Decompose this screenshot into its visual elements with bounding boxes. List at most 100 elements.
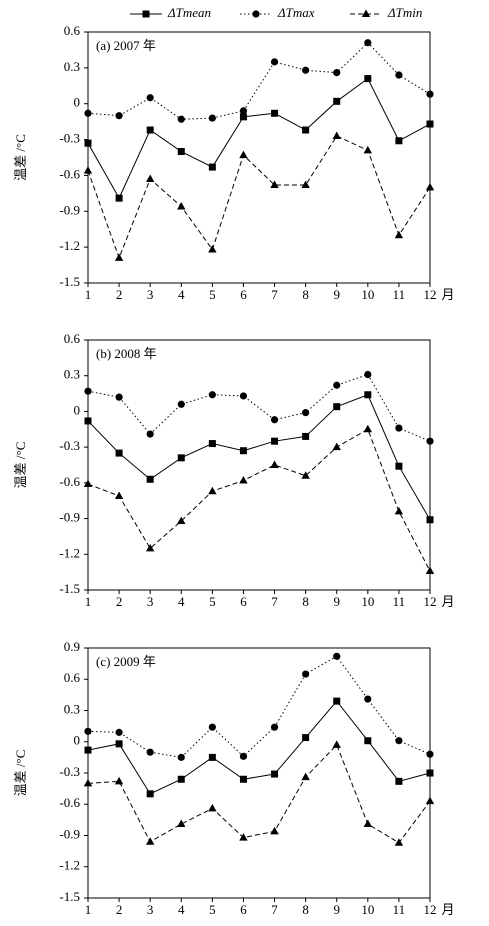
marker-square — [395, 137, 403, 145]
y-tick-label: -0.3 — [59, 764, 80, 779]
marker-square — [426, 516, 434, 524]
marker-square — [208, 753, 216, 761]
x-tick-label: 12 — [424, 594, 437, 609]
marker-square — [115, 194, 123, 202]
y-tick-label: -0.6 — [59, 166, 80, 181]
y-tick-label: 0 — [74, 402, 81, 417]
marker-square — [302, 432, 310, 440]
panel-title: (a) 2007 年 — [96, 38, 156, 53]
marker-square — [177, 775, 185, 783]
y-tick-label: -0.9 — [59, 826, 80, 841]
x-tick-label: 2 — [116, 902, 123, 917]
x-axis-label: 月 — [441, 287, 454, 302]
marker-circle — [177, 400, 185, 408]
marker-triangle — [363, 145, 373, 154]
y-tick-label: -1.5 — [59, 889, 80, 904]
marker-square — [208, 440, 216, 448]
marker-triangle — [270, 180, 279, 188]
marker-square — [84, 417, 92, 425]
marker-circle — [115, 728, 123, 736]
marker-circle — [177, 753, 185, 761]
series-line — [87, 135, 431, 260]
marker-square — [239, 447, 247, 455]
marker-triangle — [177, 819, 186, 828]
marker-circle — [302, 670, 310, 678]
marker-square — [364, 391, 372, 399]
marker-triangle — [83, 166, 93, 174]
y-axis-label: 温差 /°C — [13, 442, 28, 489]
marker-circle — [115, 393, 123, 401]
marker-circle — [146, 430, 154, 438]
series-line — [87, 394, 431, 521]
y-tick-label: -0.6 — [59, 795, 80, 810]
marker-circle — [252, 10, 260, 18]
marker-square — [177, 148, 185, 156]
x-tick-label: 12 — [424, 902, 437, 917]
marker-square — [84, 139, 92, 147]
marker-circle — [364, 370, 372, 379]
plot-frame — [87, 31, 431, 284]
series-line — [87, 373, 431, 442]
marker-triangle — [114, 253, 124, 261]
marker-square — [271, 437, 279, 445]
marker-circle — [364, 695, 372, 703]
x-tick-label: 7 — [271, 902, 278, 917]
x-axis-label: 月 — [441, 594, 454, 609]
x-tick-label: 5 — [209, 287, 216, 302]
marker-square — [271, 770, 279, 778]
marker-circle — [302, 409, 310, 417]
marker-square — [333, 403, 341, 411]
marker-circle — [84, 387, 92, 395]
marker-circle — [270, 723, 279, 731]
marker-triangle — [145, 174, 155, 183]
panel-title: (b) 2008 年 — [96, 346, 157, 361]
x-tick-label: 9 — [333, 287, 340, 302]
marker-triangle — [114, 776, 124, 785]
x-tick-label: 8 — [302, 902, 309, 917]
marker-circle — [270, 416, 279, 424]
y-tick-label: 0 — [74, 733, 81, 748]
marker-circle — [84, 109, 92, 117]
x-tick-label: 5 — [209, 902, 216, 917]
y-tick-label: -1.2 — [59, 545, 80, 560]
x-axis-label: 月 — [441, 902, 454, 917]
marker-circle — [239, 107, 248, 115]
marker-triangle — [332, 131, 341, 139]
x-tick-label: 6 — [240, 594, 247, 609]
x-tick-label: 3 — [147, 594, 154, 609]
y-tick-label: 0.3 — [64, 701, 80, 716]
y-tick-label: -1.5 — [59, 274, 80, 289]
x-tick-label: 6 — [240, 287, 247, 302]
marker-square — [333, 697, 341, 705]
y-tick-label: -0.3 — [59, 438, 80, 453]
marker-square — [146, 475, 154, 483]
x-tick-label: 4 — [178, 287, 185, 302]
marker-circle — [239, 752, 248, 760]
x-tick-label: 3 — [147, 902, 154, 917]
marker-circle — [270, 58, 279, 66]
marker-circle — [333, 69, 341, 77]
marker-circle — [395, 71, 403, 79]
marker-triangle — [114, 491, 124, 499]
marker-square — [426, 769, 434, 777]
marker-circle — [426, 437, 434, 445]
x-tick-label: 1 — [85, 594, 92, 609]
y-tick-label: -0.9 — [59, 202, 80, 217]
marker-triangle — [208, 803, 217, 812]
marker-circle — [333, 381, 341, 389]
marker-triangle — [363, 424, 373, 433]
marker-triangle — [332, 740, 341, 748]
marker-circle — [146, 748, 154, 756]
marker-square — [146, 126, 154, 134]
x-tick-label: 4 — [178, 594, 185, 609]
y-tick-label: -0.6 — [59, 474, 80, 489]
marker-triangle — [239, 833, 248, 841]
x-tick-label: 3 — [147, 287, 154, 302]
marker-circle — [208, 114, 216, 122]
marker-triangle — [332, 442, 341, 451]
marker-triangle — [394, 506, 404, 515]
legend-label: ΔTmean — [167, 5, 211, 20]
marker-triangle — [83, 479, 93, 488]
marker-triangle — [208, 486, 217, 495]
marker-triangle — [301, 772, 310, 781]
